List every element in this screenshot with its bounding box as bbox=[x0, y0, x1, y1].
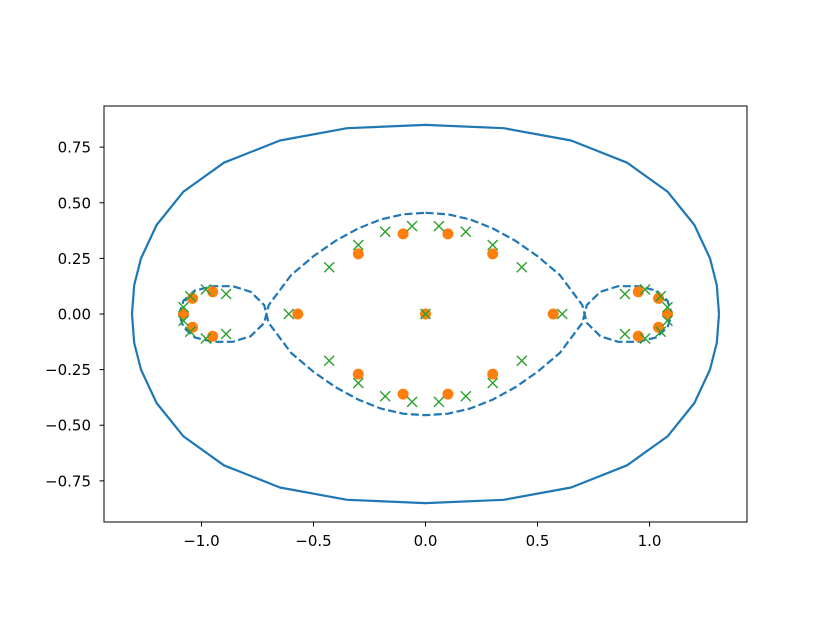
cross-marker bbox=[323, 261, 335, 273]
circle-marker bbox=[207, 330, 219, 342]
cross-marker bbox=[619, 328, 631, 340]
y-tick-label: 0.50 bbox=[58, 194, 91, 212]
cross-marker bbox=[323, 355, 335, 367]
cross-marker bbox=[379, 390, 391, 402]
cross-marker bbox=[460, 226, 472, 238]
x-tick-label: 0.0 bbox=[414, 532, 438, 550]
cross-marker bbox=[220, 288, 232, 300]
cross-marker bbox=[619, 288, 631, 300]
curves-layer bbox=[130, 123, 721, 505]
circle-marker bbox=[292, 308, 304, 320]
circle-marker bbox=[632, 330, 644, 342]
cross-marker bbox=[178, 315, 189, 327]
y-tick-label: −0.50 bbox=[45, 417, 91, 435]
cross-marker bbox=[516, 261, 528, 273]
cross-marker bbox=[662, 301, 673, 313]
cross-marker bbox=[406, 220, 418, 232]
cross-marker bbox=[662, 315, 673, 327]
cross-marker bbox=[655, 326, 667, 338]
circle-marker bbox=[352, 248, 364, 260]
circle-marker bbox=[653, 321, 664, 333]
y-tick-label: 0.25 bbox=[58, 250, 91, 268]
cross-marker bbox=[184, 326, 196, 338]
cross-marker bbox=[352, 377, 364, 389]
solid-boundary-curve bbox=[130, 123, 721, 505]
x-axis: −1.0 −0.5 0.0 0.5 1.0 bbox=[183, 522, 661, 550]
cross-marker bbox=[639, 333, 651, 344]
cross-marker bbox=[406, 396, 418, 408]
circle-marker bbox=[442, 388, 454, 400]
cross-marker bbox=[184, 290, 196, 302]
cross-marker bbox=[655, 290, 667, 302]
circle-marker bbox=[487, 248, 499, 260]
y-tick-label: −0.75 bbox=[45, 472, 91, 490]
cross-marker bbox=[487, 377, 499, 389]
circle-marker bbox=[187, 321, 198, 333]
cross-marker bbox=[178, 301, 189, 313]
circle-marker bbox=[397, 228, 409, 240]
x-tick-label: 1.0 bbox=[638, 532, 662, 550]
cross-marker bbox=[200, 333, 212, 344]
x-tick-label: 0.5 bbox=[526, 532, 550, 550]
cross-marker bbox=[283, 308, 295, 320]
x-tick-label: −0.5 bbox=[295, 532, 331, 550]
circle-marker bbox=[178, 308, 189, 320]
x-tick-label: −1.0 bbox=[183, 532, 219, 550]
circle-marker bbox=[207, 286, 219, 298]
markers-layer bbox=[178, 220, 673, 408]
circle-marker bbox=[662, 308, 673, 320]
y-tick-label: 0.00 bbox=[58, 306, 91, 324]
cross-marker bbox=[516, 355, 528, 367]
cross-marker bbox=[433, 220, 445, 232]
cross-marker bbox=[556, 308, 568, 320]
circle-marker bbox=[397, 388, 409, 400]
circle-marker bbox=[352, 368, 364, 380]
cross-marker bbox=[433, 396, 445, 408]
y-tick-label: 0.75 bbox=[58, 139, 91, 157]
circle-marker bbox=[547, 308, 559, 320]
circle-marker bbox=[487, 368, 499, 380]
cross-marker bbox=[487, 239, 499, 251]
circle-marker bbox=[442, 228, 454, 240]
cross-marker bbox=[220, 328, 232, 340]
cross-marker bbox=[200, 284, 212, 295]
y-tick-label: −0.25 bbox=[45, 361, 91, 379]
cross-marker bbox=[460, 390, 472, 402]
cross-marker bbox=[639, 284, 651, 295]
cross-marker bbox=[379, 226, 391, 238]
dashed-boundary-curve bbox=[178, 211, 673, 417]
cross-marker bbox=[352, 239, 364, 251]
cross-marker bbox=[420, 308, 431, 320]
y-axis: −0.75 −0.50 −0.25 0.00 0.25 0.50 0.75 bbox=[45, 139, 104, 490]
circle-marker bbox=[632, 286, 644, 298]
